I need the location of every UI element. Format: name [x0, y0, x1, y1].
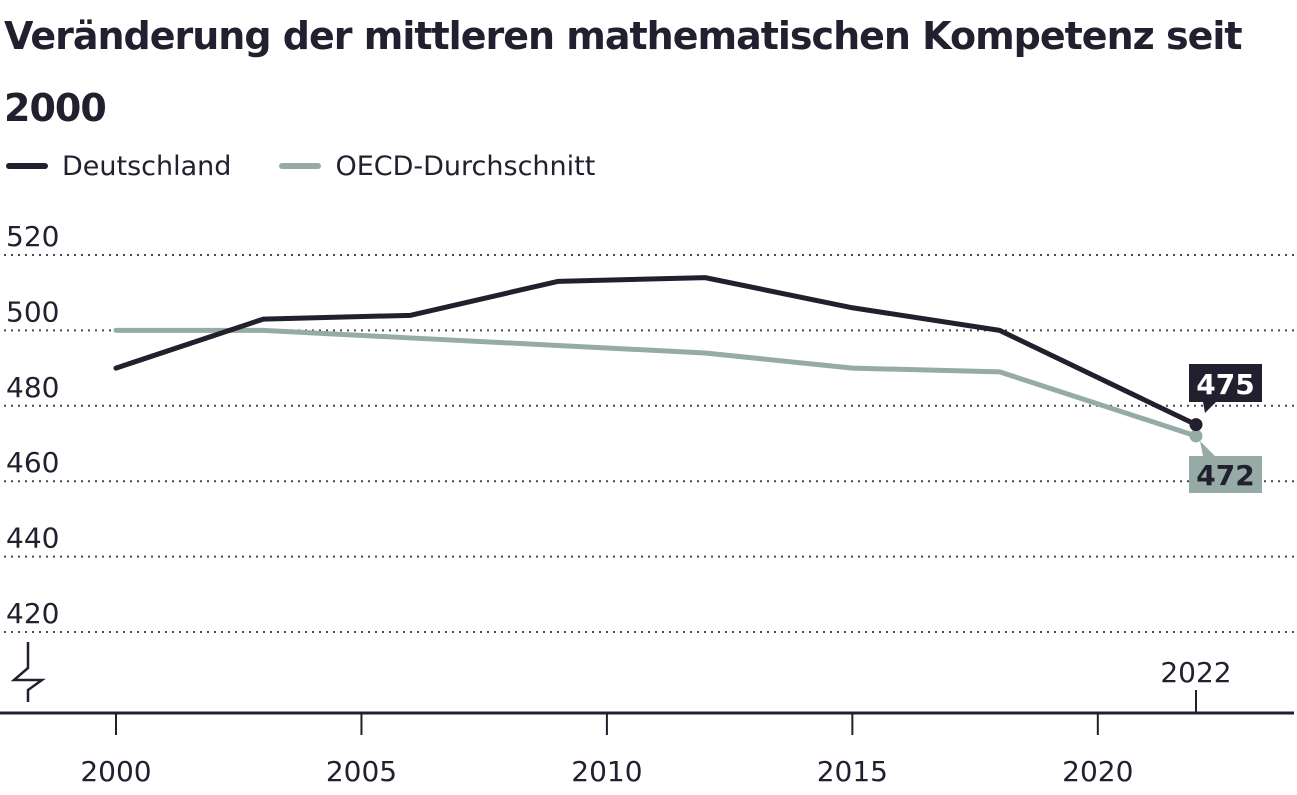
y-tick-label-440: 440	[6, 522, 59, 555]
legend-swatch-oecd	[279, 163, 322, 169]
x-tick-label-2022: 2022	[1160, 656, 1231, 689]
y-tick-label-420: 420	[6, 597, 59, 630]
series-line-oecd	[113, 327, 1199, 439]
legend-label-deutschland: Deutschland	[62, 150, 232, 182]
end-point-deutschland	[1189, 418, 1203, 432]
legend: Deutschland OECD-Durchschnitt	[6, 148, 643, 184]
end-label-box-deutschland	[1189, 364, 1262, 413]
x-tick-label-2015: 2015	[817, 755, 888, 788]
legend-item-oecd: OECD-Durchschnitt	[279, 151, 595, 182]
legend-swatch-deutschland	[6, 163, 48, 169]
chart-title: Veränderung der mittleren mathematischen…	[4, 14, 1243, 130]
y-tick-label-480: 480	[6, 371, 59, 404]
end-point-oecd	[1189, 429, 1203, 443]
x-tick-label-2020: 2020	[1062, 755, 1133, 788]
legend-label-oecd: OECD-Durchschnitt	[335, 150, 596, 182]
axis-break-icon	[10, 642, 46, 702]
x-tick-label-2010: 2010	[571, 755, 642, 788]
y-tick-label-460: 460	[6, 446, 59, 479]
end-label-box-oecd	[1189, 441, 1262, 493]
y-tick-label-500: 500	[6, 295, 59, 328]
end-label-deutschland: 475	[1196, 368, 1254, 401]
y-tick-label-520: 520	[6, 220, 59, 253]
x-tick-label-2005: 2005	[326, 755, 397, 788]
x-tick-label-2000: 2000	[80, 755, 151, 788]
end-label-oecd: 472	[1196, 459, 1254, 492]
series-line-deutschland	[113, 275, 1199, 428]
legend-item-deutschland: Deutschland	[6, 151, 231, 182]
